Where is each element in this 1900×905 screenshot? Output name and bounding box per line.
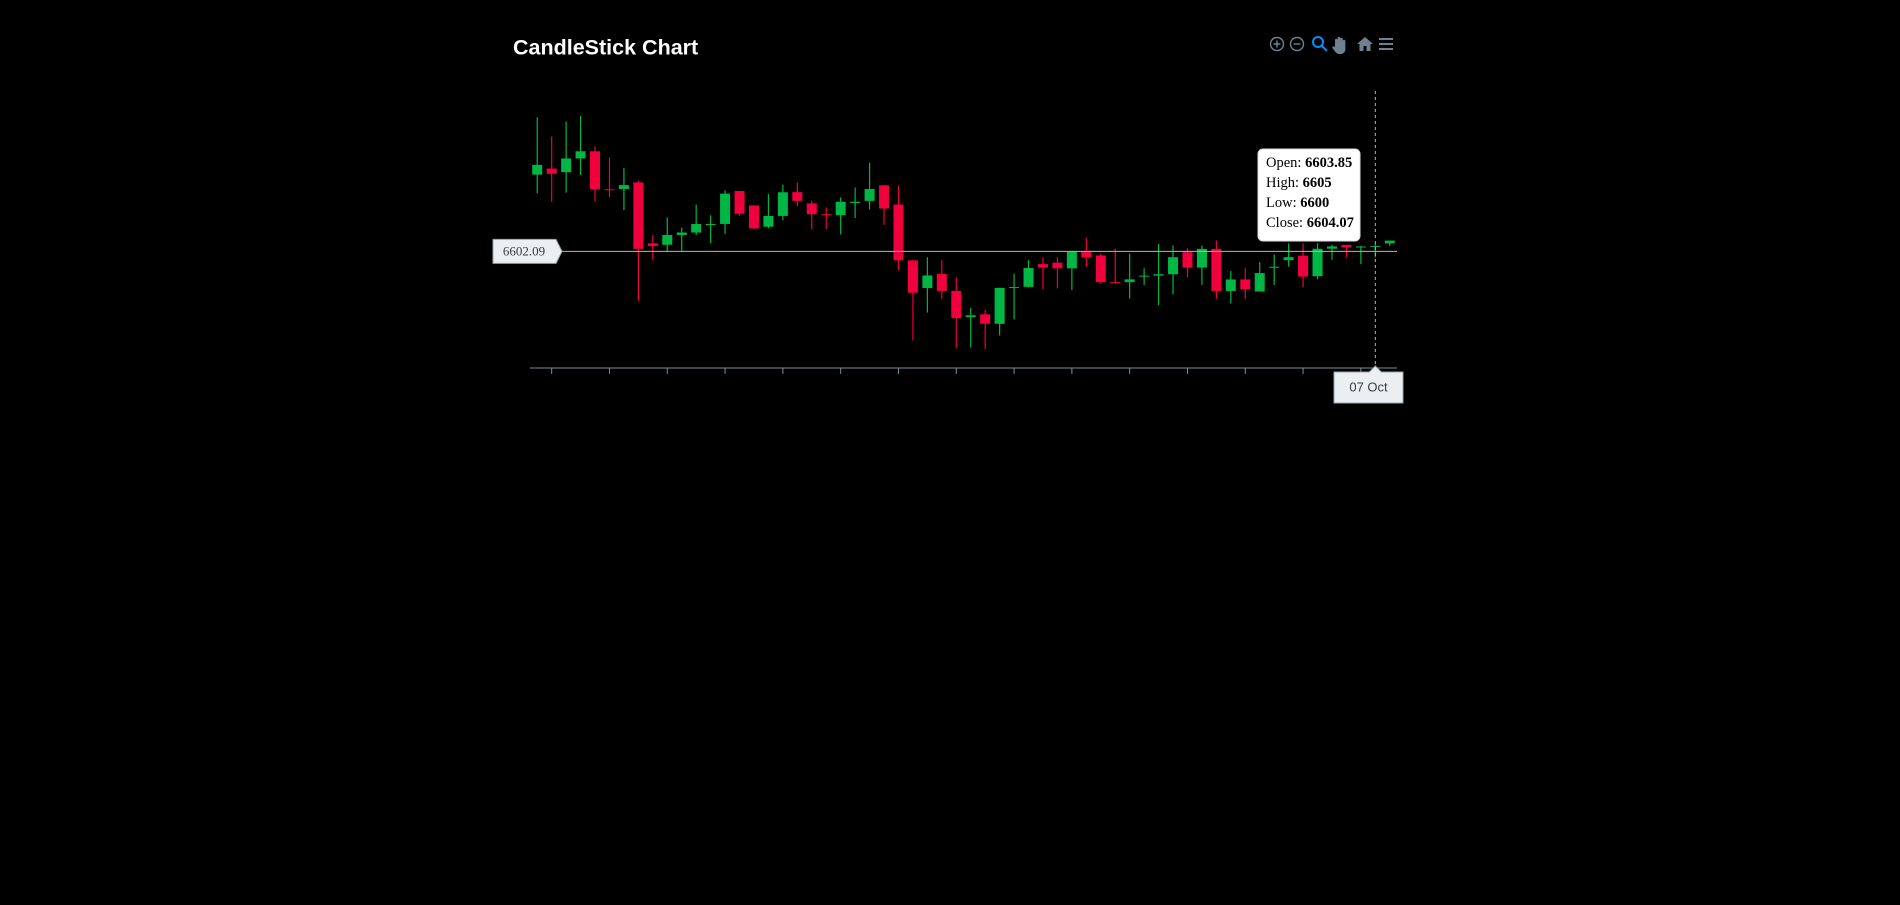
tooltip-label-text: Open:: [1266, 155, 1301, 171]
tooltip-label: High: 6605: [1266, 175, 1332, 191]
candle-body: [907, 260, 918, 293]
tooltip-label: Open: 6603.85: [1266, 155, 1352, 171]
candle-body: [1168, 257, 1179, 275]
candle-body: [1110, 282, 1121, 284]
reset-button[interactable]: [1357, 37, 1373, 51]
candle-body: [1139, 275, 1150, 277]
candle-body: [604, 189, 615, 191]
candle-body: [980, 314, 991, 324]
candle-body: [561, 158, 572, 173]
candle-body: [864, 189, 875, 201]
zoom-out-button[interactable]: [1289, 36, 1305, 52]
candle-body: [850, 201, 861, 204]
candle-body: [835, 201, 846, 216]
candle-body: [1269, 266, 1280, 268]
tooltip-value: 6605: [1303, 175, 1332, 191]
x-crosshair-label: 07 Oct: [1349, 379, 1388, 394]
candle-body: [618, 185, 629, 190]
candle-body: [546, 168, 557, 174]
zoom-in-button[interactable]: [1269, 36, 1285, 52]
y-crosshair-label-box: [492, 238, 563, 264]
candle-body: [575, 151, 586, 159]
x-crosshair-label-box: [1333, 365, 1404, 404]
candle-body: [1254, 273, 1265, 292]
candle-body: [893, 204, 904, 261]
candle-body: [821, 214, 832, 216]
zoom-select-button[interactable]: [1312, 36, 1328, 52]
candle-body: [1052, 262, 1063, 269]
tooltip-label-text: Close:: [1266, 215, 1303, 231]
candle-body: [1298, 255, 1309, 277]
tooltip-label-text: High:: [1266, 175, 1299, 191]
candle-body: [532, 164, 543, 175]
candle-body: [734, 190, 745, 214]
candle-body: [936, 273, 947, 291]
candle-body: [662, 234, 673, 245]
tooltip-label-text: Low:: [1266, 195, 1297, 211]
candle-body: [748, 205, 759, 229]
candle-body: [1124, 279, 1135, 283]
candle-body: [763, 215, 774, 227]
tooltip-box: [1257, 148, 1361, 242]
chart-title: CandleStick Chart: [513, 36, 698, 60]
candle-body: [590, 151, 601, 190]
candle-body: [1196, 248, 1207, 268]
candle-body: [1095, 255, 1106, 283]
candle-body: [1370, 245, 1381, 247]
candle-body: [922, 275, 933, 289]
candle-body: [705, 223, 716, 225]
candle-body: [1009, 287, 1020, 289]
tooltip-label: Close: 6604.07: [1266, 215, 1354, 231]
candle-body: [1037, 264, 1048, 268]
tooltip: Open: 6603.85 High: 6605 Low: 6600 Close…: [1257, 148, 1361, 242]
tooltip-value: 6600: [1300, 195, 1329, 211]
candle-body: [806, 203, 817, 215]
tooltip-value: 6603.85: [1305, 155, 1352, 171]
candle-body: [1312, 248, 1323, 277]
pan-button[interactable]: [1332, 36, 1346, 54]
candle-body: [994, 287, 1005, 324]
candle-body: [647, 243, 658, 247]
candle-body: [965, 315, 976, 318]
candle-body: [720, 193, 731, 224]
candle-body: [1283, 257, 1294, 261]
toolbar: [1269, 36, 1393, 54]
tooltip-label: Low: 6600: [1266, 195, 1329, 211]
candle-body: [777, 192, 788, 216]
tooltip-value: 6604.07: [1307, 215, 1354, 231]
candle-body: [1081, 251, 1092, 258]
candle-body: [1384, 240, 1395, 244]
candle-body: [1182, 252, 1193, 268]
y-crosshair-label: 6602.09: [503, 243, 545, 258]
candle-body: [792, 192, 803, 201]
candle-body: [1211, 248, 1222, 291]
candle-body: [1225, 279, 1236, 291]
candle-body: [1240, 279, 1251, 290]
candle-body: [691, 223, 702, 233]
candle-body: [1341, 244, 1352, 248]
candle-body: [879, 185, 890, 209]
candle-body: [1153, 274, 1164, 276]
candle-body: [951, 290, 962, 319]
candle-body: [633, 182, 644, 249]
candle-body: [1355, 246, 1366, 248]
menu-button[interactable]: [1379, 38, 1393, 50]
candle-body: [1326, 246, 1337, 249]
candle-body: [676, 232, 687, 235]
candle-body: [1023, 268, 1034, 287]
candle-body: [1066, 251, 1077, 269]
plot-area: 6602.09 07 Oct: [492, 91, 1404, 404]
